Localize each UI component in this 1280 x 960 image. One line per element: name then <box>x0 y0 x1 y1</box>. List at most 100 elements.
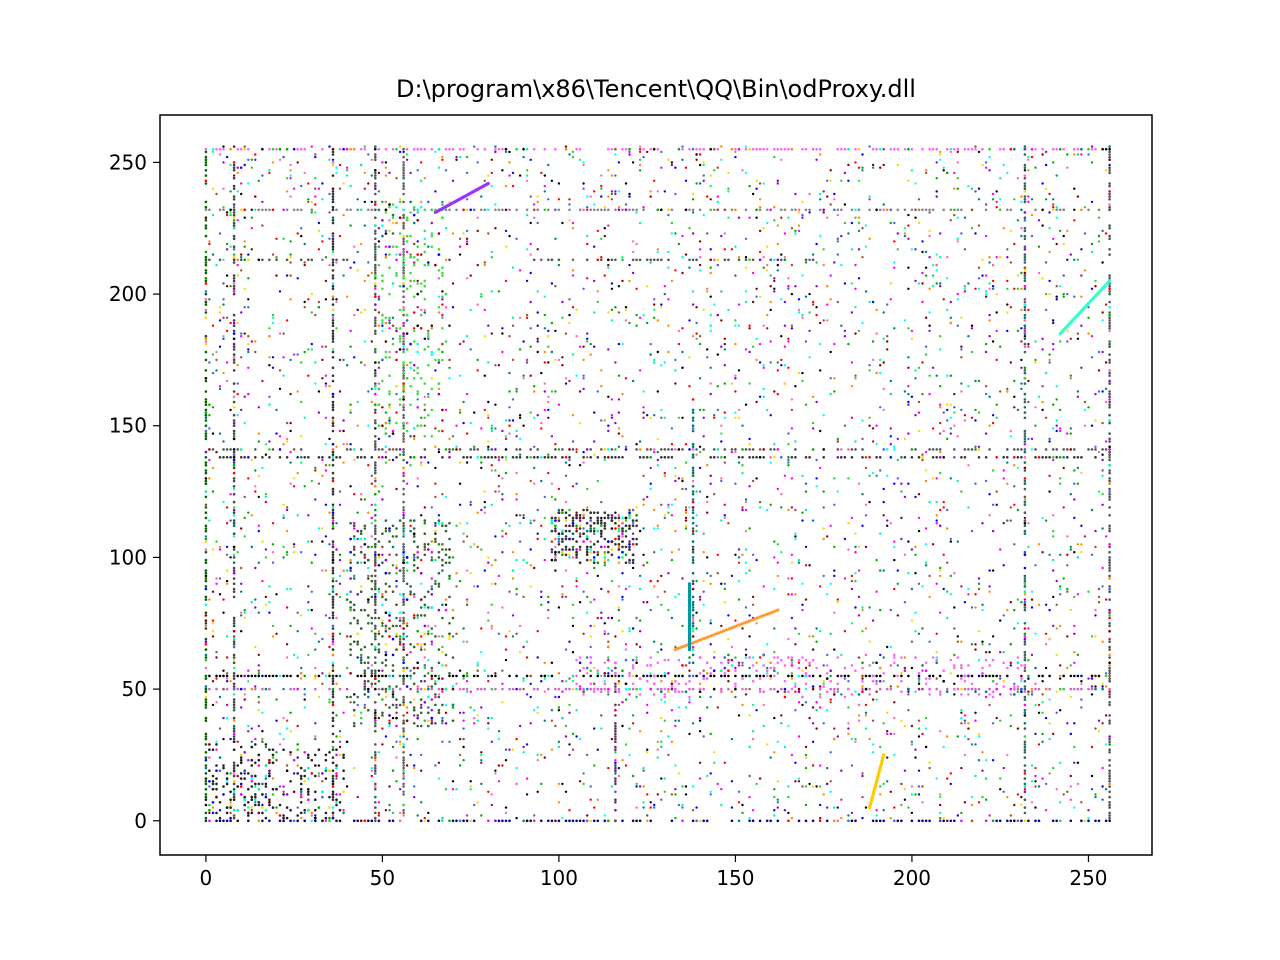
data-point <box>621 701 624 704</box>
data-point <box>1041 337 1044 340</box>
data-point <box>826 319 829 322</box>
data-point <box>741 508 744 512</box>
data-point <box>441 200 444 204</box>
data-point <box>494 582 497 585</box>
data-point <box>314 177 317 180</box>
data-point <box>501 529 504 533</box>
data-point <box>388 350 391 354</box>
data-point <box>762 182 765 185</box>
data-point <box>991 198 995 201</box>
data-point <box>773 751 776 754</box>
data-point <box>483 506 486 509</box>
data-point <box>254 785 257 788</box>
data-point <box>811 395 815 398</box>
data-point <box>628 753 631 757</box>
data-point <box>1101 640 1104 643</box>
data-point <box>917 682 921 685</box>
data-point <box>857 277 861 280</box>
data-point <box>462 540 465 543</box>
data-point <box>268 674 271 678</box>
data-point <box>1066 790 1069 793</box>
data-point <box>808 716 811 720</box>
data-point <box>243 147 246 151</box>
data-point <box>232 719 236 722</box>
data-point <box>533 519 536 522</box>
data-point <box>1097 601 1101 604</box>
data-point <box>391 448 395 451</box>
data-point <box>525 361 529 364</box>
data-point <box>1034 456 1037 459</box>
data-point <box>335 548 338 551</box>
data-point <box>257 695 260 699</box>
data-point <box>889 298 892 301</box>
data-point <box>1013 395 1016 398</box>
data-point <box>871 166 875 169</box>
data-point <box>303 171 306 175</box>
data-point <box>236 219 239 222</box>
data-point <box>822 248 825 251</box>
data-point <box>917 456 921 459</box>
data-point <box>229 163 232 167</box>
data-point <box>787 508 790 512</box>
data-point <box>1090 635 1094 638</box>
data-point <box>953 424 956 427</box>
data-point <box>988 313 991 317</box>
data-point <box>924 561 928 564</box>
data-point <box>494 772 497 775</box>
data-point <box>847 814 850 817</box>
data-point <box>737 598 741 601</box>
data-point <box>649 482 652 485</box>
data-point <box>1052 198 1055 201</box>
data-point <box>363 187 366 190</box>
data-point <box>240 566 243 570</box>
data-point <box>363 279 366 283</box>
data-point <box>889 687 893 691</box>
data-point <box>946 408 949 412</box>
data-point <box>826 285 829 288</box>
data-point <box>345 258 349 262</box>
data-point <box>847 448 850 451</box>
data-point <box>984 350 988 354</box>
data-point <box>416 477 419 480</box>
data-point <box>1073 674 1076 678</box>
data-point <box>473 585 476 588</box>
data-point <box>716 706 719 709</box>
data-point <box>780 722 783 725</box>
data-point <box>850 416 854 419</box>
data-point <box>674 269 677 272</box>
data-point <box>829 524 832 527</box>
data-point <box>843 221 847 225</box>
data-point <box>377 669 381 672</box>
data-point <box>593 566 596 570</box>
data-point <box>670 709 674 712</box>
data-point <box>225 716 229 720</box>
data-point <box>303 300 306 304</box>
data-point <box>303 456 307 459</box>
data-points <box>204 145 1112 823</box>
data-point <box>359 674 363 678</box>
data-point <box>999 345 1002 348</box>
data-point <box>836 448 840 451</box>
data-point <box>469 448 473 451</box>
data-point <box>593 666 596 670</box>
data-point <box>310 819 313 822</box>
data-point <box>589 661 592 664</box>
data-point <box>928 211 931 214</box>
data-point <box>578 737 582 741</box>
data-point <box>974 190 977 193</box>
data-point <box>285 719 289 722</box>
data-point <box>515 456 518 459</box>
data-point <box>578 390 582 393</box>
data-point <box>1009 724 1012 728</box>
data-point <box>716 408 719 412</box>
data-point <box>755 358 758 362</box>
data-point <box>1066 590 1069 593</box>
data-point <box>1009 601 1012 604</box>
data-point <box>783 364 787 367</box>
data-point <box>603 814 606 817</box>
data-point <box>229 819 232 823</box>
data-point <box>960 674 963 678</box>
data-point <box>589 674 592 678</box>
data-point <box>377 814 381 817</box>
data-point <box>1055 298 1058 301</box>
